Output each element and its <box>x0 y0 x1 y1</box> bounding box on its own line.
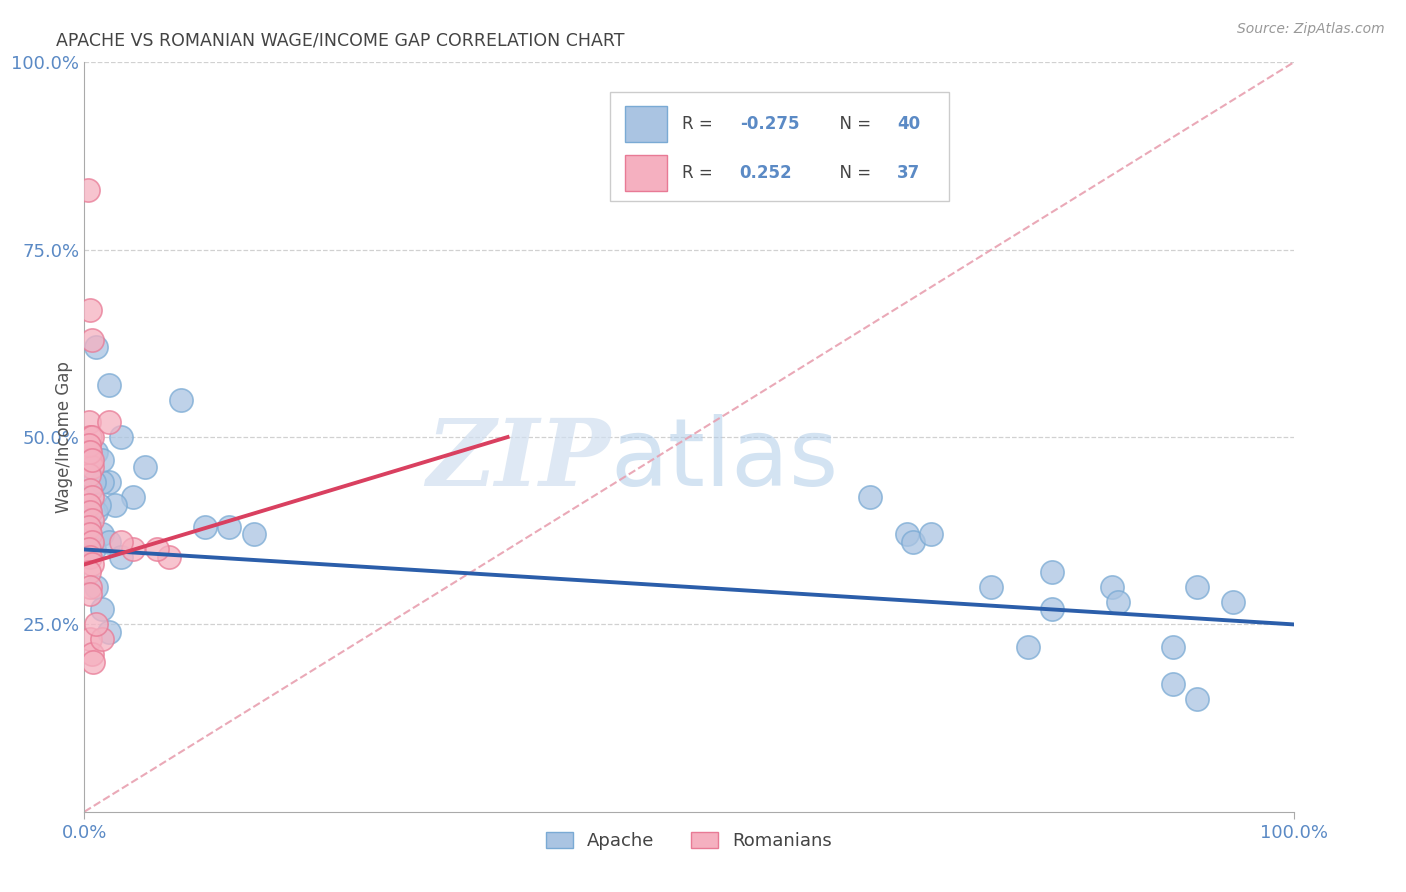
Point <box>1040 565 1063 579</box>
Point <box>86 580 108 594</box>
Text: atlas: atlas <box>610 414 838 506</box>
Point <box>194 520 217 534</box>
Point <box>1222 595 1244 609</box>
Text: N =: N = <box>830 115 876 133</box>
Point <box>79 430 101 444</box>
Point <box>77 520 100 534</box>
Point <box>77 542 100 557</box>
Point <box>1185 692 1208 706</box>
Point <box>146 542 169 557</box>
Point <box>170 392 193 407</box>
Point <box>97 475 120 489</box>
Point <box>1101 580 1123 594</box>
Point <box>79 632 101 647</box>
Point <box>79 302 101 317</box>
Text: APACHE VS ROMANIAN WAGE/INCOME GAP CORRELATION CHART: APACHE VS ROMANIAN WAGE/INCOME GAP CORRE… <box>56 31 624 49</box>
Y-axis label: Wage/Income Gap: Wage/Income Gap <box>55 361 73 513</box>
Text: R =: R = <box>682 115 717 133</box>
Point <box>91 527 114 541</box>
Point <box>77 415 100 429</box>
Text: R =: R = <box>682 164 723 182</box>
Text: 40: 40 <box>897 115 920 133</box>
Point <box>86 617 108 632</box>
Point <box>901 535 924 549</box>
Point <box>1161 640 1184 654</box>
Point <box>859 490 882 504</box>
FancyBboxPatch shape <box>610 93 949 201</box>
Point <box>79 483 101 497</box>
Point <box>1040 602 1063 616</box>
Point <box>83 475 105 489</box>
Point <box>1185 580 1208 594</box>
Point <box>121 542 143 557</box>
Point <box>79 445 101 459</box>
Point <box>79 587 101 601</box>
Point <box>80 333 103 347</box>
Point <box>896 527 918 541</box>
Point <box>80 430 103 444</box>
Point <box>79 527 101 541</box>
Point <box>1017 640 1039 654</box>
Text: Source: ZipAtlas.com: Source: ZipAtlas.com <box>1237 22 1385 37</box>
Point <box>79 549 101 564</box>
Point <box>79 580 101 594</box>
Point <box>83 542 105 557</box>
Point <box>77 467 100 482</box>
Point <box>79 505 101 519</box>
Point <box>80 460 103 475</box>
Point <box>80 535 103 549</box>
Point <box>110 549 132 564</box>
Text: -0.275: -0.275 <box>740 115 799 133</box>
Point <box>79 505 101 519</box>
FancyBboxPatch shape <box>624 155 668 191</box>
Point <box>134 460 156 475</box>
Point <box>80 452 103 467</box>
Point <box>77 437 100 451</box>
Text: ZIP: ZIP <box>426 415 610 505</box>
Point <box>1161 677 1184 691</box>
Point <box>86 445 108 459</box>
Point <box>157 549 180 564</box>
Point <box>97 624 120 639</box>
Point <box>77 565 100 579</box>
Point <box>97 535 120 549</box>
Point <box>91 452 114 467</box>
Point <box>80 490 103 504</box>
Point <box>91 632 114 647</box>
Point <box>80 558 103 572</box>
Point <box>97 377 120 392</box>
Point <box>87 498 110 512</box>
Point <box>1107 595 1129 609</box>
Point <box>77 445 100 459</box>
Point <box>86 340 108 354</box>
Point <box>82 655 104 669</box>
Point <box>91 475 114 489</box>
Point <box>97 415 120 429</box>
Point <box>86 505 108 519</box>
Point <box>104 498 127 512</box>
FancyBboxPatch shape <box>624 106 668 142</box>
Text: 37: 37 <box>897 164 920 182</box>
Point <box>91 602 114 616</box>
Point <box>77 498 100 512</box>
Point <box>77 183 100 197</box>
Point <box>80 648 103 662</box>
Point <box>121 490 143 504</box>
Point <box>79 452 101 467</box>
Legend: Apache, Romanians: Apache, Romanians <box>537 822 841 859</box>
Point <box>110 430 132 444</box>
Text: 0.252: 0.252 <box>740 164 793 182</box>
Point <box>218 520 240 534</box>
Text: N =: N = <box>830 164 876 182</box>
Point <box>920 527 942 541</box>
Point <box>242 527 264 541</box>
Point <box>110 535 132 549</box>
Point <box>980 580 1002 594</box>
Point <box>80 512 103 526</box>
